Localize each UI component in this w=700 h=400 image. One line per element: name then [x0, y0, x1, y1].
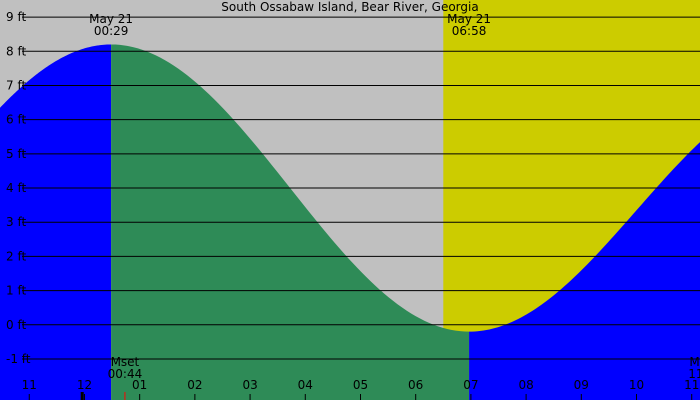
y-tick-label: 9 ft: [6, 10, 26, 24]
chart-title: South Ossabaw Island, Bear River, Georgi…: [221, 0, 478, 14]
x-tick-label: 11: [22, 378, 37, 392]
y-tick-label: 0 ft: [6, 318, 26, 332]
x-tick-label: 12: [77, 378, 92, 392]
y-tick-label: 5 ft: [6, 147, 26, 161]
x-tick-label: 10: [629, 378, 644, 392]
x-tick-label: 07: [463, 378, 478, 392]
moon-event-time: 11:15: [688, 367, 700, 381]
x-tick-label: 02: [187, 378, 202, 392]
y-tick-label: 6 ft: [6, 113, 26, 127]
x-tick-label: 03: [242, 378, 257, 392]
moon-event-label: Mset: [111, 355, 140, 369]
label-layer: -1 ft 0 ft 1 ft 2 ft 3 ft 4 ft 5 ft 6 ft 7 ft 8 f…: [6, 10, 700, 400]
tide-event-date: May 21: [89, 12, 133, 26]
y-tick-label: 4 ft: [6, 181, 26, 195]
tide-event-date: May 21: [447, 12, 491, 26]
rising-tide-area: [469, 142, 700, 400]
y-tick-label: 8 ft: [6, 44, 26, 58]
y-tick-label: 3 ft: [6, 215, 26, 229]
x-tick-label: 01: [132, 378, 147, 392]
tide-event-time: 06:58: [452, 24, 487, 38]
y-tick-label: -1 ft: [6, 352, 31, 366]
x-tick-label: 05: [353, 378, 368, 392]
gridline-layer: [22, 16, 700, 400]
x-tick-label: 11: [684, 378, 699, 392]
moon-event-time: 00:44: [108, 367, 143, 381]
x-tick-label: 09: [574, 378, 589, 392]
y-tick-label: 2 ft: [6, 249, 26, 263]
x-tick-label: 08: [518, 378, 533, 392]
y-tick-label: 7 ft: [6, 78, 26, 92]
x-tick-label: 04: [298, 378, 313, 392]
y-tick-label: 1 ft: [6, 284, 26, 298]
x-tick-label: 06: [408, 378, 423, 392]
midnight-marker: [80, 392, 84, 400]
moon-event-label: Mrise: [689, 355, 700, 369]
tide-event-time: 00:29: [94, 24, 129, 38]
